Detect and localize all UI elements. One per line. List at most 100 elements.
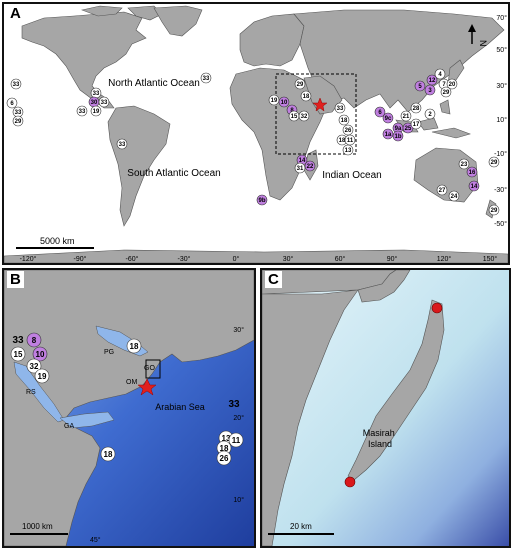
site-marker: 32 (26, 358, 42, 374)
site-marker: 24 (448, 190, 460, 202)
site-marker: 27 (436, 184, 448, 196)
site-marker-label: 16 (469, 170, 476, 176)
panel-a-label: A (7, 5, 24, 22)
panel-a-longitude-ticks: -120° -90° -60° -30° 0° 30° 60° 90° 120° 150° (20, 255, 498, 263)
site-marker-label: 33 (228, 399, 240, 410)
label-ga: GA (64, 423, 74, 430)
highlighted-site-marker: 14 (468, 180, 480, 192)
panel-c-extent-box (145, 359, 161, 379)
site-marker: 11 (228, 432, 244, 448)
site-marker-label: 6 (10, 101, 14, 107)
site-marker-label: 21 (403, 114, 410, 120)
site-marker: 6 (6, 97, 18, 109)
highlighted-site-marker: 22 (304, 160, 316, 172)
site-marker-label: 19 (93, 109, 100, 115)
site-marker-label: 32 (30, 362, 39, 371)
highlighted-site-marker: 3 (424, 84, 436, 96)
longitude-tick-label: 30° (283, 255, 294, 263)
label-rs: RS (26, 389, 36, 396)
site-marker-label: 9c (385, 116, 392, 122)
site-marker: 26 (342, 124, 354, 136)
world-map-svg: North Atlantic Ocean South Atlantic Ocea… (4, 4, 508, 263)
site-marker: 21 (400, 110, 412, 122)
site-marker: 33 (334, 102, 346, 114)
ocean-label-north-atlantic: North Atlantic Ocean (108, 78, 200, 89)
latitude-tick-label: 10° (496, 116, 507, 124)
study-site-star-icon (312, 97, 328, 112)
site-marker-label: 7 (442, 82, 446, 88)
site-marker: 19 (90, 105, 102, 117)
site-marker: 23 (458, 158, 470, 170)
site-marker-label: 33 (15, 110, 22, 116)
site-marker-label: 6 (378, 110, 382, 116)
site-marker-label: 12 (429, 78, 436, 84)
site-marker: 15 (288, 110, 300, 122)
latitude-tick-label: -50° (494, 220, 507, 228)
site-marker-label: 33 (12, 335, 24, 346)
latitude-tick-label: 50° (496, 46, 507, 54)
site-marker: 18 (126, 338, 142, 354)
site-marker-label: 18 (341, 118, 348, 124)
site-marker-label: 11 (232, 436, 241, 445)
site-marker-label: 1a (385, 132, 392, 138)
site-marker-label: 4 (438, 72, 442, 78)
site-marker-label: 22 (307, 164, 314, 170)
lat-tick-20: 20° (233, 414, 244, 422)
site-marker-label: 14 (299, 158, 306, 164)
site-marker-label: 1b (394, 134, 401, 140)
site-marker-label: 19 (271, 98, 278, 104)
highlighted-site-marker: 30 (88, 96, 100, 108)
site-marker-label: 13 (345, 148, 352, 154)
site-marker: 33 (76, 105, 88, 117)
site-marker-label: 29 (491, 160, 498, 166)
latitude-tick-label: -30° (494, 186, 507, 194)
longitude-tick-label: 0° (233, 255, 240, 263)
study-site-star-icon (137, 378, 157, 396)
site-marker: 26 (216, 450, 232, 466)
latitude-tick-label: 70° (496, 14, 507, 22)
greenland-landmass (153, 5, 203, 37)
site-marker-label: 13 (222, 434, 231, 443)
site-marker: 19 (34, 368, 50, 384)
site-marker: 33 (12, 106, 24, 118)
site-marker-label: 29 (15, 119, 22, 125)
site-marker-label: 18 (303, 94, 310, 100)
panel-a-site-markers: 3363329333033331933332918191081532331826… (6, 68, 500, 216)
site-marker-label: 27 (439, 188, 446, 194)
ocean-label-indian: Indian Ocean (322, 170, 382, 181)
panel-b-extent-box (275, 73, 357, 155)
panel-a-latitude-ticks: 70° 50° 30° 10° -10° -30° -50° (494, 14, 507, 228)
highlighted-site-marker: 9b (256, 194, 268, 206)
canada-arctic-islands (80, 5, 163, 21)
longitude-tick-label: 60° (335, 255, 346, 263)
site-marker-label: 18 (104, 450, 113, 459)
site-marker-label: 29 (297, 82, 304, 88)
label-arabian-sea: Arabian Sea (155, 402, 205, 412)
site-marker-label: 26 (345, 128, 352, 134)
site-marker-label: 33 (203, 76, 210, 82)
site-marker-label: 30 (91, 100, 98, 106)
north-arrow-icon: N (468, 24, 488, 47)
site-marker: 33 (200, 72, 212, 84)
island-label: Masirah Island (363, 428, 398, 449)
antarctica-landmass (4, 249, 508, 263)
site-marker: 33 (12, 335, 24, 346)
site-marker: 19 (268, 94, 280, 106)
highlighted-site-marker: 10 (278, 96, 290, 108)
site-marker: 29 (12, 115, 24, 127)
site-marker: 13 (342, 144, 354, 156)
ocean-label-south-atlantic: South Atlantic Ocean (127, 168, 220, 179)
panel-b-label: B (7, 271, 24, 288)
site-marker: 31 (294, 162, 306, 174)
red-sea (13, 361, 65, 423)
site-marker-label: 24 (451, 194, 458, 200)
oman-coast-north (357, 270, 411, 303)
svg-text:N: N (478, 40, 488, 47)
sample-site-dot (431, 302, 443, 314)
site-marker-label: 9a (395, 126, 402, 132)
site-marker: 20 (446, 78, 458, 90)
site-marker: 29 (294, 78, 306, 90)
site-marker: 18 (100, 446, 116, 462)
site-marker-label: 18 (130, 342, 139, 351)
